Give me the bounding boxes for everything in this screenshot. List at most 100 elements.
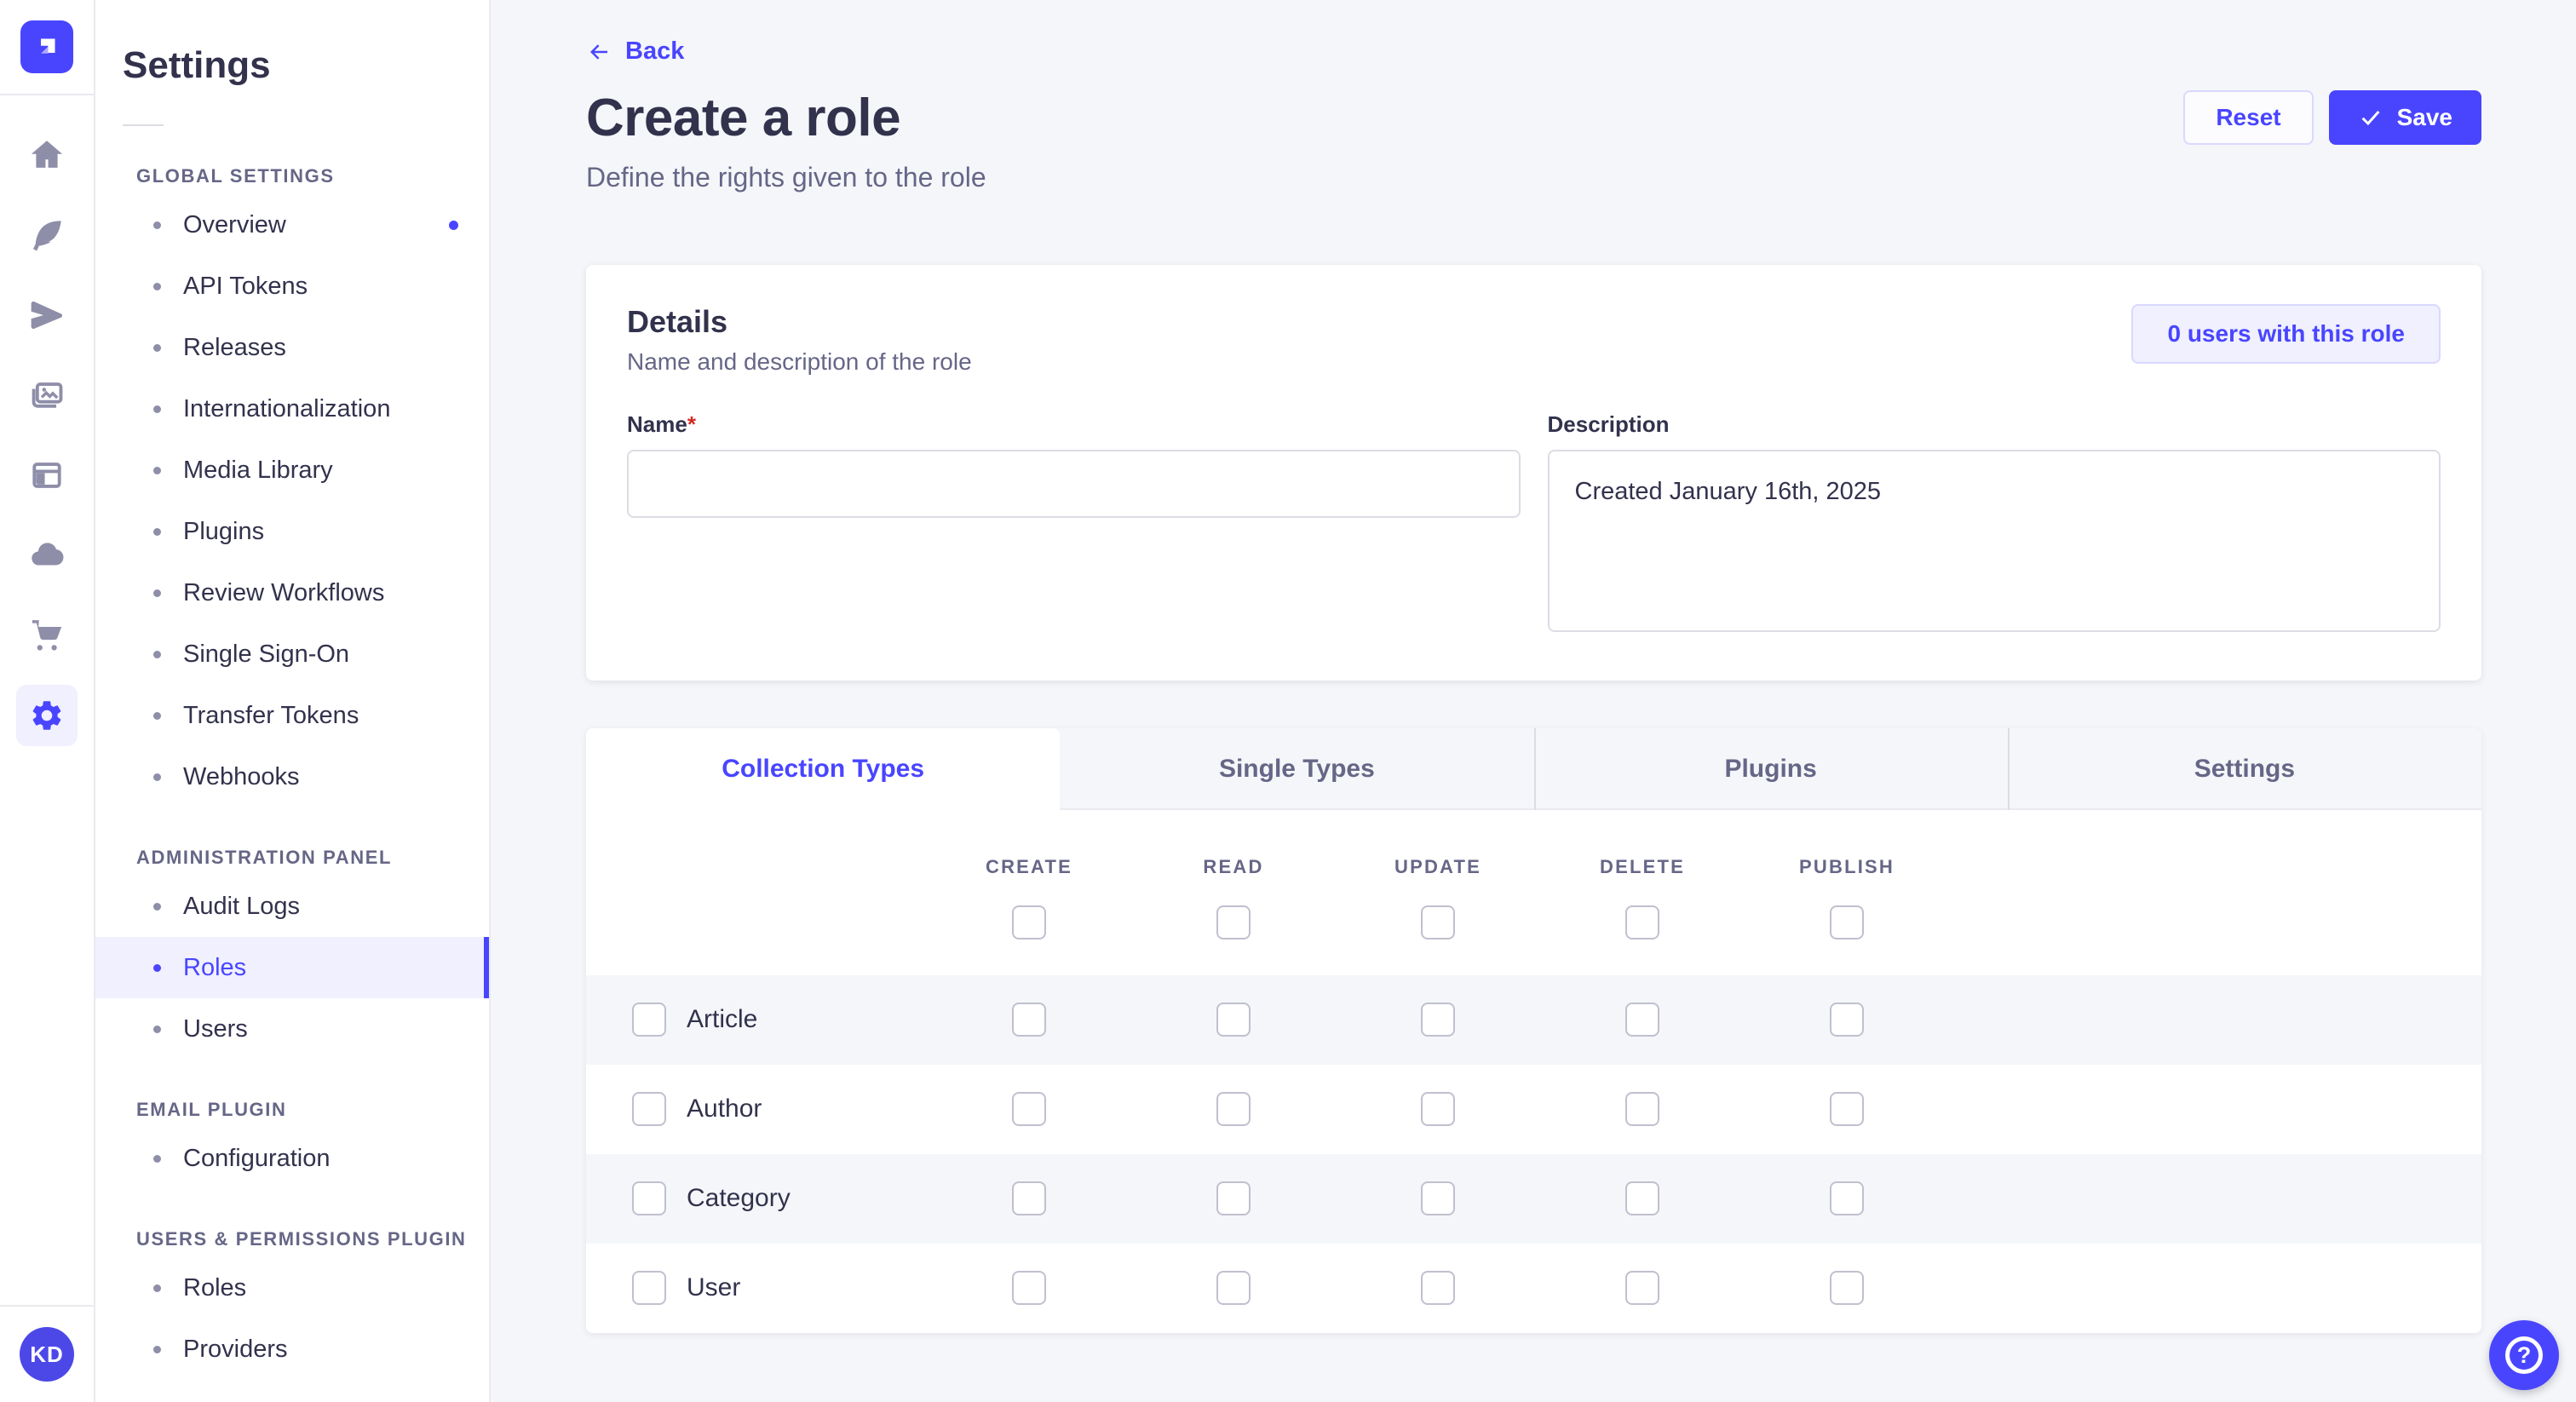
row-label-cell: Author — [586, 1092, 927, 1126]
permission-checkbox-publish[interactable] — [1830, 1271, 1864, 1305]
column-update: UPDATE — [1336, 856, 1540, 939]
nav-item-plugins[interactable]: Plugins — [95, 501, 489, 562]
back-label: Back — [625, 37, 685, 65]
nav-item-label: Configuration — [183, 1144, 331, 1172]
arrow-left-icon — [590, 43, 607, 60]
strapi-logo[interactable] — [20, 20, 73, 73]
column-delete: DELETE — [1540, 856, 1745, 939]
help-button[interactable]: ? — [2489, 1320, 2559, 1390]
permission-checkbox-read[interactable] — [1216, 1092, 1251, 1126]
tab-single-types[interactable]: Single Types — [1060, 727, 1534, 810]
row-select-checkbox[interactable] — [632, 1003, 666, 1037]
nav-item-releases[interactable]: Releases — [95, 317, 489, 378]
nav-item-roles-up[interactable]: Roles — [95, 1257, 489, 1319]
select-all-create-checkbox[interactable] — [1012, 905, 1046, 939]
column-read: READ — [1131, 856, 1336, 939]
name-input[interactable] — [627, 449, 1521, 518]
nav-item-configuration[interactable]: Configuration — [95, 1128, 489, 1189]
permission-checkbox-publish[interactable] — [1830, 1003, 1864, 1037]
rail-item-releases[interactable] — [16, 284, 78, 346]
row-select-checkbox[interactable] — [632, 1181, 666, 1215]
permission-checkbox-publish[interactable] — [1830, 1181, 1864, 1215]
permission-checkbox-update[interactable] — [1421, 1003, 1455, 1037]
nav-item-providers[interactable]: Providers — [95, 1319, 489, 1380]
permission-checkbox-delete[interactable] — [1625, 1092, 1659, 1126]
tab-collection-types[interactable]: Collection Types — [586, 727, 1061, 810]
row-label-cell: Category — [586, 1181, 927, 1215]
nav-item-users[interactable]: Users — [95, 998, 489, 1060]
select-all-read-checkbox[interactable] — [1216, 905, 1251, 939]
bullet-dot-icon — [153, 773, 161, 781]
back-link[interactable]: Back — [586, 37, 684, 66]
nav-item-transfer-tokens[interactable]: Transfer Tokens — [95, 685, 489, 746]
tab-plugins[interactable]: Plugins — [1533, 727, 2008, 810]
rail-item-settings[interactable] — [16, 685, 78, 746]
nav-item-label: Providers — [183, 1335, 288, 1363]
permission-checkbox-read[interactable] — [1216, 1181, 1251, 1215]
details-fields: Name* Description Created January 16th, … — [627, 411, 2441, 636]
save-button[interactable]: Save — [2328, 90, 2481, 145]
rail-user-area: KD — [0, 1305, 94, 1402]
notification-dot-icon — [449, 220, 458, 230]
permission-checkbox-delete[interactable] — [1625, 1271, 1659, 1305]
section-administration-panel: ADMINISTRATION PANEL — [136, 847, 393, 868]
column-create: CREATE — [927, 856, 1131, 939]
bullet-dot-icon — [153, 589, 161, 597]
page-header: Create a role Reset Save — [586, 88, 2481, 148]
rail-item-content-type-builder[interactable] — [16, 445, 78, 506]
nav-item-internationalization[interactable]: Internationalization — [95, 378, 489, 440]
column-label: UPDATE — [1394, 855, 1482, 877]
permission-checkbox-delete[interactable] — [1625, 1181, 1659, 1215]
nav-item-label: API Tokens — [183, 272, 308, 300]
rail-item-cloud[interactable] — [16, 525, 78, 586]
required-asterisk: * — [687, 411, 696, 437]
permission-checkbox-read[interactable] — [1216, 1271, 1251, 1305]
users-with-role-button[interactable]: 0 users with this role — [2131, 303, 2441, 364]
permissions-tabs: Collection Types Single Types Plugins Se… — [586, 727, 2481, 810]
nav-item-webhooks[interactable]: Webhooks — [95, 746, 489, 807]
select-all-update-checkbox[interactable] — [1421, 905, 1455, 939]
check-icon — [2361, 111, 2380, 126]
permission-checkbox-publish[interactable] — [1830, 1092, 1864, 1126]
column-label: PUBLISH — [1799, 855, 1895, 877]
permission-checkbox-delete[interactable] — [1625, 1003, 1659, 1037]
active-indicator — [484, 937, 489, 998]
row-label: User — [687, 1273, 741, 1301]
reset-button[interactable]: Reset — [2183, 90, 2314, 145]
permission-checkbox-read[interactable] — [1216, 1003, 1251, 1037]
permission-checkbox-create[interactable] — [1012, 1003, 1046, 1037]
column-label: DELETE — [1600, 855, 1685, 877]
select-all-delete-checkbox[interactable] — [1625, 905, 1659, 939]
nav-item-roles-admin[interactable]: Roles — [95, 937, 489, 998]
bullet-dot-icon — [153, 711, 161, 720]
row-label: Category — [687, 1184, 791, 1212]
icon-rail: KD — [0, 0, 95, 1402]
avatar[interactable]: KD — [20, 1327, 74, 1382]
row-select-checkbox[interactable] — [632, 1092, 666, 1126]
permission-checkbox-create[interactable] — [1012, 1092, 1046, 1126]
details-card-header: Details Name and description of the role… — [627, 303, 2441, 376]
rail-item-content[interactable] — [16, 204, 78, 266]
tab-settings[interactable]: Settings — [2007, 727, 2481, 810]
rail-item-home[interactable] — [16, 124, 78, 186]
page-title: Create a role — [586, 88, 901, 147]
row-label: Author — [687, 1095, 762, 1123]
nav-item-api-tokens[interactable]: API Tokens — [95, 256, 489, 317]
permissions-card: Collection Types Single Types Plugins Se… — [586, 727, 2481, 1333]
rail-item-marketplace[interactable] — [16, 605, 78, 666]
nav-item-audit-logs[interactable]: Audit Logs — [95, 876, 489, 937]
rail-item-media-library[interactable] — [16, 365, 78, 426]
nav-item-media-library[interactable]: Media Library — [95, 440, 489, 501]
nav-item-review-workflows[interactable]: Review Workflows — [95, 562, 489, 623]
permission-checkbox-update[interactable] — [1421, 1092, 1455, 1126]
row-select-checkbox[interactable] — [632, 1271, 666, 1305]
permission-checkbox-update[interactable] — [1421, 1181, 1455, 1215]
permission-checkbox-create[interactable] — [1012, 1181, 1046, 1215]
nav-item-single-sign-on[interactable]: Single Sign-On — [95, 623, 489, 685]
permission-checkbox-update[interactable] — [1421, 1271, 1455, 1305]
select-all-publish-checkbox[interactable] — [1830, 905, 1864, 939]
row-label: Article — [687, 1005, 758, 1033]
permission-checkbox-create[interactable] — [1012, 1271, 1046, 1305]
description-textarea[interactable]: Created January 16th, 2025 — [1547, 449, 2441, 632]
nav-item-overview[interactable]: Overview — [95, 194, 489, 256]
